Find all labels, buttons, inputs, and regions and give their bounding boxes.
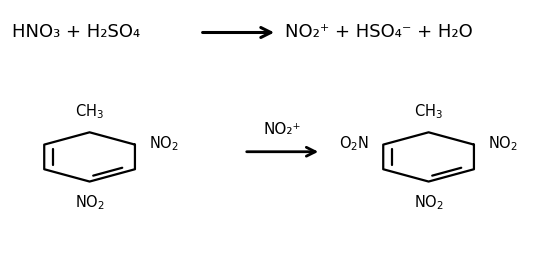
Text: CH$_3$: CH$_3$ bbox=[75, 102, 104, 121]
Text: NO$_2$: NO$_2$ bbox=[488, 134, 518, 153]
Text: HNO₃ + H₂SO₄: HNO₃ + H₂SO₄ bbox=[12, 24, 141, 41]
Text: O$_2$N: O$_2$N bbox=[340, 134, 370, 153]
Text: NO₂⁺ + HSO₄⁻ + H₂O: NO₂⁺ + HSO₄⁻ + H₂O bbox=[285, 24, 473, 41]
Text: NO$_2$: NO$_2$ bbox=[148, 134, 179, 153]
Text: CH$_3$: CH$_3$ bbox=[414, 102, 443, 121]
Text: NO₂⁺: NO₂⁺ bbox=[264, 122, 301, 138]
Text: NO$_2$: NO$_2$ bbox=[414, 193, 444, 212]
Text: NO$_2$: NO$_2$ bbox=[75, 193, 105, 212]
